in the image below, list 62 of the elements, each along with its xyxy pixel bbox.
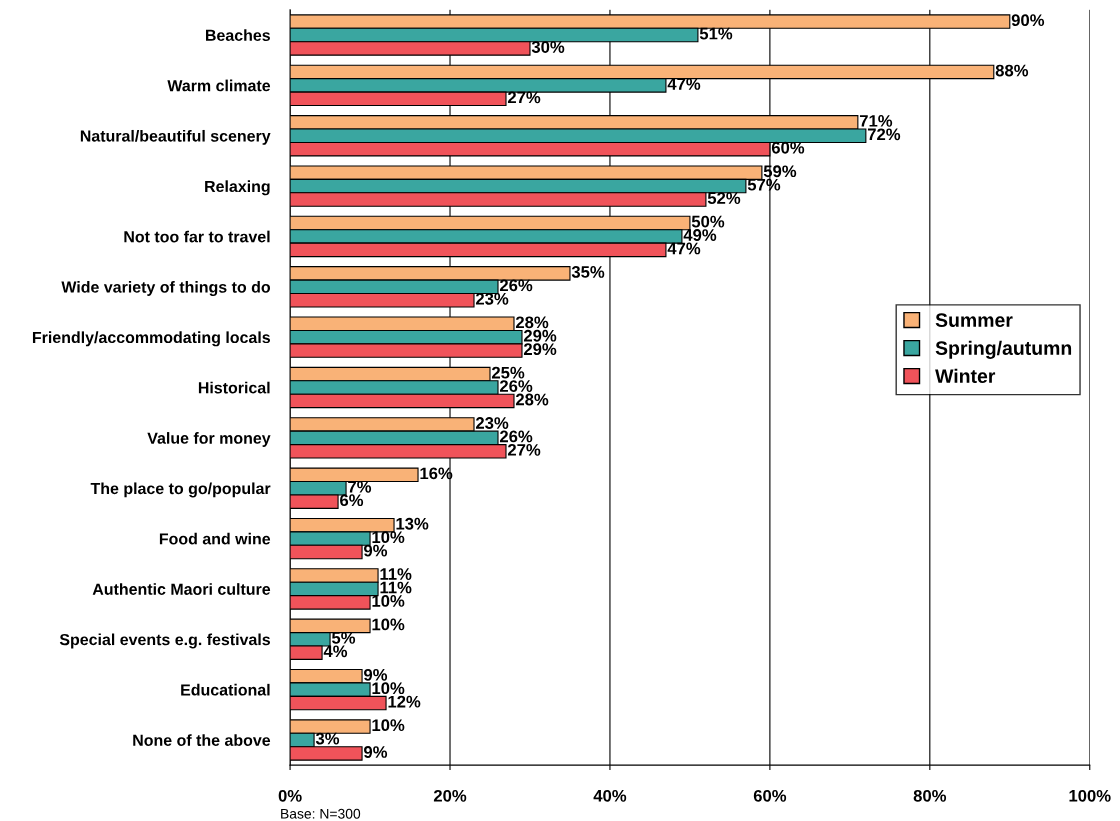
x-tick-label: 80% xyxy=(913,789,947,802)
x-tick-label: 0% xyxy=(278,789,302,802)
x-tick-label: 60% xyxy=(753,789,787,802)
data-label: 90% xyxy=(1011,14,1045,27)
legend-label: Spring/autumn xyxy=(935,340,1072,359)
data-label: 26% xyxy=(499,430,533,443)
data-label: 9% xyxy=(364,544,388,557)
data-label: 4% xyxy=(323,645,348,658)
legend-label: Summer xyxy=(935,313,1013,328)
data-label: 11% xyxy=(380,568,412,580)
data-label: 12% xyxy=(388,695,421,708)
data-label: 28% xyxy=(515,316,549,329)
data-label: 52% xyxy=(707,192,741,204)
y-tick-label: None of the above xyxy=(133,734,271,746)
data-label: 30% xyxy=(531,41,565,53)
y-tick-label: Educational xyxy=(181,683,270,696)
data-label: 10% xyxy=(372,719,405,732)
data-label: 51% xyxy=(699,27,733,40)
y-tick-label: Warm climate xyxy=(167,79,271,92)
data-label: 29% xyxy=(523,329,557,342)
legend-label: Winter xyxy=(935,368,996,384)
data-label: 35% xyxy=(571,266,605,278)
data-label: 26% xyxy=(499,380,533,392)
data-label: 71% xyxy=(859,115,893,127)
y-tick-label: Value for money xyxy=(147,432,271,447)
y-tick-label: Authentic Maori culture xyxy=(92,583,271,595)
data-label: 27% xyxy=(507,91,541,104)
y-tick-label: Beaches xyxy=(206,29,270,41)
data-label: 23% xyxy=(475,417,509,429)
data-label: 25% xyxy=(491,366,525,379)
data-label: 88% xyxy=(995,64,1029,77)
x-tick-label: 100% xyxy=(1069,789,1111,802)
data-label: 27% xyxy=(507,443,541,456)
x-tick-label: 40% xyxy=(593,789,627,802)
data-label: 72% xyxy=(867,128,901,141)
y-tick-label: Relaxing xyxy=(205,180,270,196)
data-label: 9% xyxy=(364,746,388,758)
data-label: 11% xyxy=(380,581,412,594)
y-tick-label: Historical xyxy=(198,381,270,394)
data-label: 47% xyxy=(667,242,701,255)
data-label: 10% xyxy=(372,531,405,544)
data-label: 3% xyxy=(315,732,340,745)
y-tick-label: Wide variety of things to do xyxy=(61,281,271,296)
data-label: 10% xyxy=(372,682,405,695)
text: Base: N=300 xyxy=(281,808,361,819)
data-label: 10% xyxy=(372,618,405,631)
y-tick-label: Natural/beautiful scenery xyxy=(80,129,271,145)
y-tick-label: Special events e.g. festivals xyxy=(59,633,270,649)
data-label: 10% xyxy=(372,595,405,607)
data-label: 50% xyxy=(691,215,725,228)
data-label: 26% xyxy=(499,279,533,292)
data-label: 49% xyxy=(683,229,717,241)
y-tick-label: Food and wine xyxy=(159,532,271,545)
y-tick-label: Friendly/accommodating locals xyxy=(32,331,270,347)
data-label: 28% xyxy=(515,393,549,406)
data-label: 6% xyxy=(340,494,364,507)
x-tick-label: 20% xyxy=(433,789,467,802)
data-label: 9% xyxy=(364,668,388,681)
data-label: 13% xyxy=(396,517,429,530)
y-tick-label: The place to go/popular xyxy=(90,482,271,498)
y-tick-label: Not too far to travel xyxy=(124,230,270,243)
data-label: 29% xyxy=(523,343,557,356)
